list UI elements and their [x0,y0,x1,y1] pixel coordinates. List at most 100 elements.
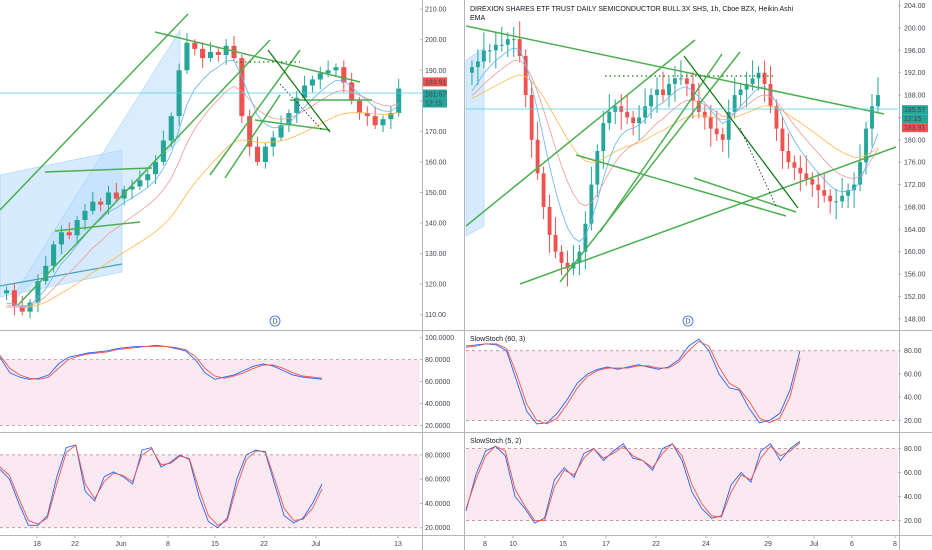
price-tick-label: 150.00 [425,190,447,197]
candle-body [90,201,96,211]
candle-body [678,78,683,80]
candle-body [215,51,221,55]
price-tick-label: 168.00 [904,204,926,211]
candle-body [774,106,779,129]
trend-line [154,31,361,83]
candle-body [840,195,845,202]
price-tick-label: 160.00 [904,249,926,256]
trend-line [224,94,281,179]
candle-body [184,42,190,71]
price-label-box [902,105,928,115]
candle-body [388,113,394,120]
price-label-text: 12:15 [904,116,922,123]
dividend-marker [269,315,281,327]
candle-body [870,106,874,129]
candle-body [792,162,797,168]
trend-line [693,177,797,213]
candle-body [649,95,654,107]
ema-slow-line [6,111,399,308]
price-tick-label: 188.00 [904,93,926,100]
candle-body [726,111,731,140]
candle-body [667,83,671,96]
candle-body [74,220,80,236]
channel-edge [0,263,123,287]
candle-body [690,83,695,101]
ema-fast-line [6,59,399,307]
price-tick-label: 180.00 [904,137,926,144]
candle-body [846,190,851,196]
candle-body [601,123,606,152]
price-tick-label: 120.00 [425,282,447,289]
candle-body [864,128,868,163]
trend-line [44,167,153,173]
candle-body [254,146,261,162]
time-tick-label: 22 [260,541,268,548]
candle-body [750,78,755,84]
candle-body [547,206,552,235]
stoch-tick-label: 100.0000 [425,335,454,342]
trend-line [0,13,189,211]
candle-body [643,106,648,118]
time-tick-label: Jul [810,541,819,548]
trend-line [599,53,723,233]
candle-body [505,39,510,45]
candle-body [380,119,386,126]
candle-body [113,192,119,199]
candle-body [51,244,57,266]
candle-body [278,125,284,138]
candle-body [58,232,64,245]
stoch-tick-label: 40.0000 [425,501,450,508]
stoch-series-line [0,444,323,529]
candle-body [137,180,143,187]
stoch-tick-label: 20.00 [904,518,922,525]
price-tick-label: 210.00 [425,7,447,14]
candle-body [262,146,268,162]
price-label-box [423,89,447,99]
time-tick-label: 29 [764,541,772,548]
price-tick-label: 110.00 [425,312,446,319]
price-label-text: 12:15 [425,101,443,108]
candle-body [129,186,135,190]
candle-body [499,44,504,46]
candle-body [239,58,245,117]
dividend-marker [682,315,694,327]
price-tick-label: 152.00 [904,294,926,301]
candle-body [541,173,546,207]
stoch-tick-label: 20.0000 [425,525,450,532]
trend-line [209,49,301,176]
price-label-box [423,77,447,87]
stoch-series-line [465,442,801,522]
candle-body [553,234,558,252]
candle-body [43,265,49,282]
candle-body [738,89,743,96]
time-tick-label: 18 [33,541,41,548]
candle-body [168,116,174,141]
candle-body [786,151,791,163]
price-tick-label: 170.00 [425,129,447,136]
price-tick-label: 200.00 [904,25,926,32]
candle-body [762,72,767,84]
candle-body [565,262,570,269]
stoch-tick-label: 60.0000 [425,477,450,484]
candle-body [207,51,214,59]
candle-body [876,95,880,107]
price-tick-label: 200.00 [425,37,447,44]
ema-fast-line [471,47,879,243]
candle-body [768,83,773,107]
stoch-series-line [465,338,801,425]
candle-body [341,67,347,83]
price-tick-label: 176.00 [904,160,926,167]
stoch-title: SlowStoch (5, 2) [470,438,521,445]
candle-body [684,78,689,84]
price-tick-label: 190.00 [425,68,447,75]
candle-body [631,117,636,124]
candle-body [4,290,10,294]
price-tick-label: 130.00 [425,251,447,258]
candle-body [816,184,821,191]
candle-body [589,184,594,224]
trend-line [54,221,141,232]
candle-body [804,173,809,179]
candle-body [481,50,486,62]
price-tick-label: 164.00 [904,227,926,234]
